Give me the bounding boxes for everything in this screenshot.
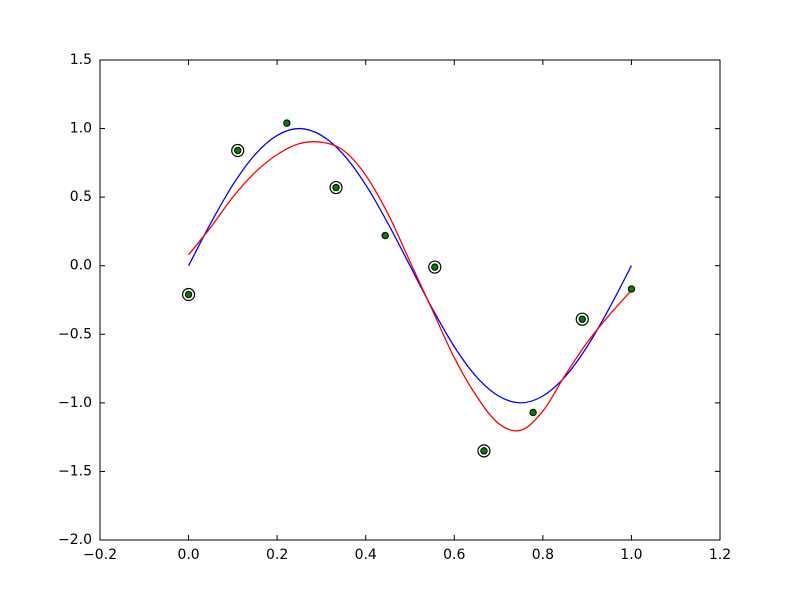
y-tick-label: −1.0 (58, 395, 92, 411)
data-point (283, 119, 291, 127)
data-point (234, 146, 242, 155)
x-tick-label: 1.2 (709, 547, 731, 563)
x-tick-label: 0.4 (355, 547, 377, 563)
x-tick-label: 0.6 (443, 547, 465, 563)
data-point (578, 315, 586, 323)
y-tick-label: −2.0 (58, 532, 92, 548)
highlight-ring (329, 180, 343, 195)
x-tick-label: −0.2 (83, 547, 117, 563)
data-point (480, 447, 488, 455)
highlight-ring (477, 444, 491, 458)
highlight-ring (231, 143, 245, 158)
y-tick-label: 0.0 (70, 258, 92, 274)
data-point (381, 231, 389, 240)
highlight-ring (428, 260, 442, 274)
data-point (627, 285, 636, 293)
x-tick-label: 0.8 (532, 547, 554, 563)
plot-frame (99, 59, 721, 541)
data-line (187, 127, 633, 404)
data-point (431, 263, 439, 271)
x-tick-label: 0.0 (177, 547, 199, 563)
y-tick-label: −0.5 (58, 326, 92, 342)
data-point (529, 408, 537, 417)
x-tick-label: 0.2 (266, 547, 288, 563)
data-line (188, 141, 632, 432)
x-tick-label: 1.0 (620, 547, 642, 563)
highlight-ring (575, 312, 589, 326)
highlight-ring (181, 287, 196, 302)
y-tick-label: −1.5 (58, 463, 92, 479)
data-point (332, 183, 340, 192)
y-tick-label: 1.0 (70, 121, 92, 137)
y-tick-label: 1.5 (70, 52, 92, 68)
data-point (184, 290, 193, 299)
y-tick-label: 0.5 (70, 189, 92, 205)
